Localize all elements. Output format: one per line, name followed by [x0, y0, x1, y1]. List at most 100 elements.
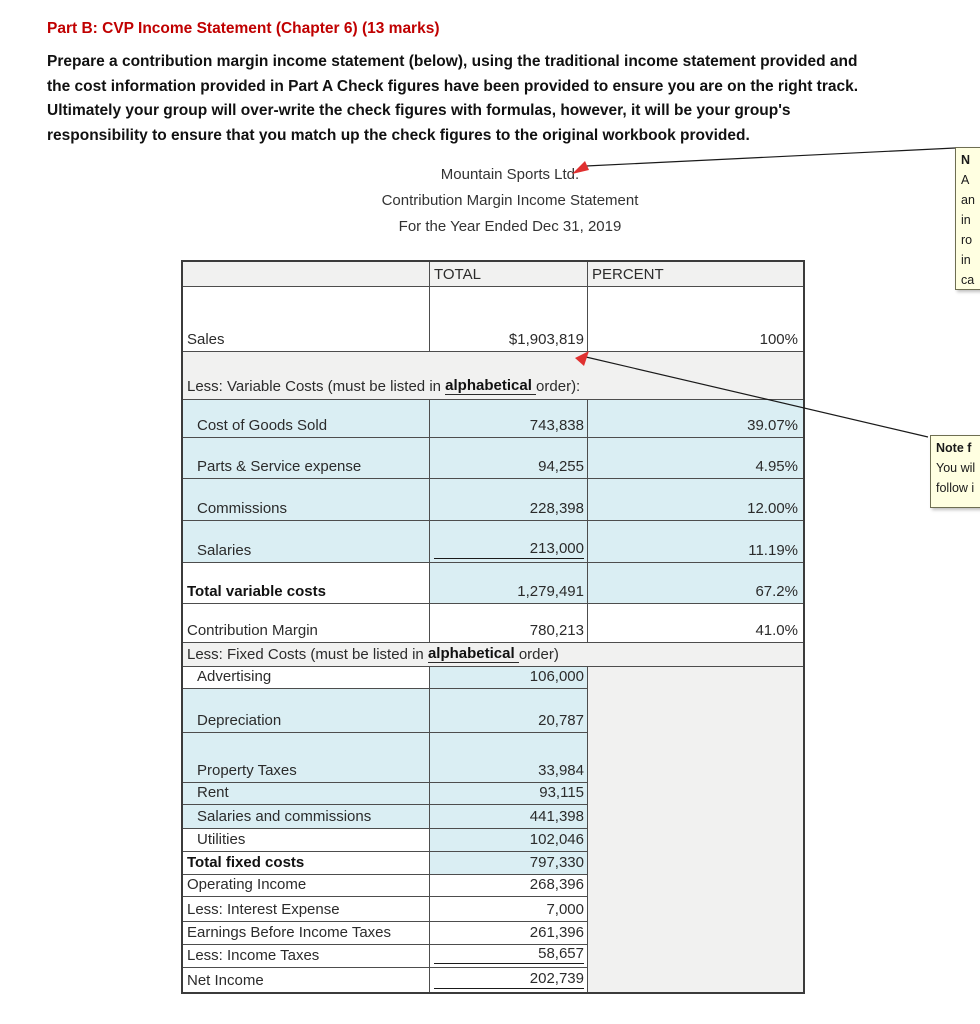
note-line: in — [961, 213, 971, 227]
note-line: ca — [961, 273, 975, 287]
cogs-label: Cost of Goods Sold — [183, 400, 430, 437]
row-total-variable: Total variable costs 1,279,491 67.2% — [183, 563, 803, 604]
commissions-label: Commissions — [183, 479, 430, 520]
net-income-label: Net Income — [183, 968, 430, 992]
ebit-percent — [588, 922, 803, 945]
depreciation-total: 20,787 — [430, 689, 588, 733]
total-fixed-total: 797,330 — [430, 852, 588, 875]
note-line: ro — [961, 233, 973, 247]
statement-period: For the Year Ended Dec 31, 2019 — [398, 218, 622, 235]
company-name: Mountain Sports Ltd. — [440, 166, 580, 183]
total-variable-label: Total variable costs — [183, 563, 430, 603]
net-income-total: 202,739 — [430, 968, 588, 992]
row-contribution-margin: Contribution Margin 780,213 41.0% — [183, 604, 803, 643]
income-taxes-percent — [588, 945, 803, 968]
row-net-income: Net Income 202,739 — [183, 968, 803, 992]
statement-name: Contribution Margin Income Statement — [381, 192, 639, 209]
row-interest-expense: Less: Interest Expense 7,000 — [183, 897, 803, 922]
intro-line: Prepare a contribution margin income sta… — [47, 53, 858, 70]
salaries-total: 213,000 — [430, 521, 588, 562]
advertising-total: 106,000 — [430, 667, 588, 689]
row-advertising: Advertising 106,000 — [183, 667, 803, 689]
ebit-label: Earnings Before Income Taxes — [183, 922, 430, 945]
band-fixed-text: Less: Fixed Costs (must be listed in alp… — [187, 645, 559, 663]
operating-income-percent — [588, 875, 803, 897]
rent-total: 93,115 — [430, 783, 588, 805]
utilities-percent — [588, 829, 803, 852]
commissions-percent: 12.00% — [588, 479, 803, 520]
header-percent: PERCENT — [588, 262, 803, 286]
salaries-commissions-percent — [588, 805, 803, 829]
total-variable-total: 1,279,491 — [430, 563, 588, 603]
sales-percent: 100% — [759, 331, 798, 348]
parts-service-total: 94,255 — [430, 438, 588, 478]
row-sales: Sales $1,903,819 100% — [183, 287, 803, 352]
sales-total: $1,903,819 — [430, 287, 588, 351]
cvp-income-statement-table: TOTAL PERCENT Sales $1,903,819 100% Less… — [181, 260, 805, 994]
operating-income-label: Operating Income — [183, 875, 430, 897]
sales-label: Sales — [183, 287, 430, 351]
depreciation-percent — [588, 689, 803, 733]
advertising-percent — [588, 667, 803, 689]
row-parts-service: Parts & Service expense 94,255 4.95% — [183, 438, 803, 479]
total-variable-percent: 67.2% — [588, 563, 803, 603]
contribution-margin-label: Contribution Margin — [183, 604, 430, 642]
row-commissions: Commissions 228,398 12.00% — [183, 479, 803, 521]
row-depreciation: Depreciation 20,787 — [183, 689, 803, 733]
note-line: in — [961, 253, 971, 267]
note-line: follow i — [936, 481, 975, 495]
salaries-commissions-label: Salaries and commissions — [183, 805, 430, 829]
salaries-label: Salaries — [183, 521, 430, 562]
rent-label: Rent — [183, 783, 430, 805]
header-blank-cell — [183, 262, 430, 286]
total-fixed-percent — [588, 852, 803, 875]
salaries-commissions-total: 441,398 — [430, 805, 588, 829]
advertising-label: Advertising — [183, 667, 430, 689]
note-line: an — [961, 193, 975, 207]
income-taxes-total: 58,657 — [430, 945, 588, 968]
header-total: TOTAL — [430, 262, 588, 286]
intro-line: Ultimately your group will over-write th… — [47, 102, 791, 119]
note-line: N — [961, 153, 971, 167]
utilities-label: Utilities — [183, 829, 430, 852]
income-taxes-label: Less: Income Taxes — [183, 945, 430, 968]
note-line: You wil — [936, 461, 976, 475]
cogs-total: 743,838 — [430, 400, 588, 437]
contribution-margin-percent: 41.0% — [755, 622, 798, 639]
row-salaries-variable: Salaries 213,000 11.19% — [183, 521, 803, 563]
row-cogs: Cost of Goods Sold 743,838 39.07% — [183, 400, 803, 438]
statement-title-block: Mountain Sports Ltd. Contribution Margin… — [310, 162, 710, 240]
note-line: A — [961, 173, 970, 187]
band-variable-costs: Less: Variable Costs (must be listed in … — [183, 352, 803, 400]
interest-expense-label: Less: Interest Expense — [183, 897, 430, 922]
cogs-percent: 39.07% — [588, 400, 803, 437]
band-variable-text: Less: Variable Costs (must be listed in … — [187, 377, 581, 395]
intro-line: the cost information provided in Part A … — [47, 77, 859, 95]
table-header-row: TOTAL PERCENT — [183, 262, 803, 287]
commissions-total: 228,398 — [430, 479, 588, 520]
ebit-total: 261,396 — [430, 922, 588, 945]
property-taxes-label: Property Taxes — [183, 733, 430, 783]
row-income-taxes: Less: Income Taxes 58,657 — [183, 945, 803, 968]
row-salaries-commissions: Salaries and commissions 441,398 — [183, 805, 803, 829]
depreciation-label: Depreciation — [183, 689, 430, 733]
net-income-percent — [588, 968, 803, 992]
row-rent: Rent 93,115 — [183, 783, 803, 805]
note-line: Note f — [936, 441, 972, 455]
intro-line: responsibility to ensure that you match … — [47, 126, 750, 144]
intro-paragraph: Prepare a contribution margin income sta… — [47, 50, 858, 148]
utilities-total: 102,046 — [430, 829, 588, 852]
operating-income-total: 268,396 — [430, 875, 588, 897]
property-taxes-total: 33,984 — [430, 733, 588, 783]
property-taxes-percent — [588, 733, 803, 783]
total-fixed-label: Total fixed costs — [183, 852, 430, 875]
row-total-fixed: Total fixed costs 797,330 — [183, 852, 803, 875]
comment-note-title: N A an in ro in ca — [955, 147, 980, 290]
comment-note-sales: Note f You wil follow i — [930, 435, 980, 508]
parts-service-label: Parts & Service expense — [183, 438, 430, 478]
row-property-taxes: Property Taxes 33,984 — [183, 733, 803, 783]
rent-percent — [588, 783, 803, 805]
row-earnings-before-taxes: Earnings Before Income Taxes 261,396 — [183, 922, 803, 945]
contribution-margin-total: 780,213 — [430, 604, 588, 642]
